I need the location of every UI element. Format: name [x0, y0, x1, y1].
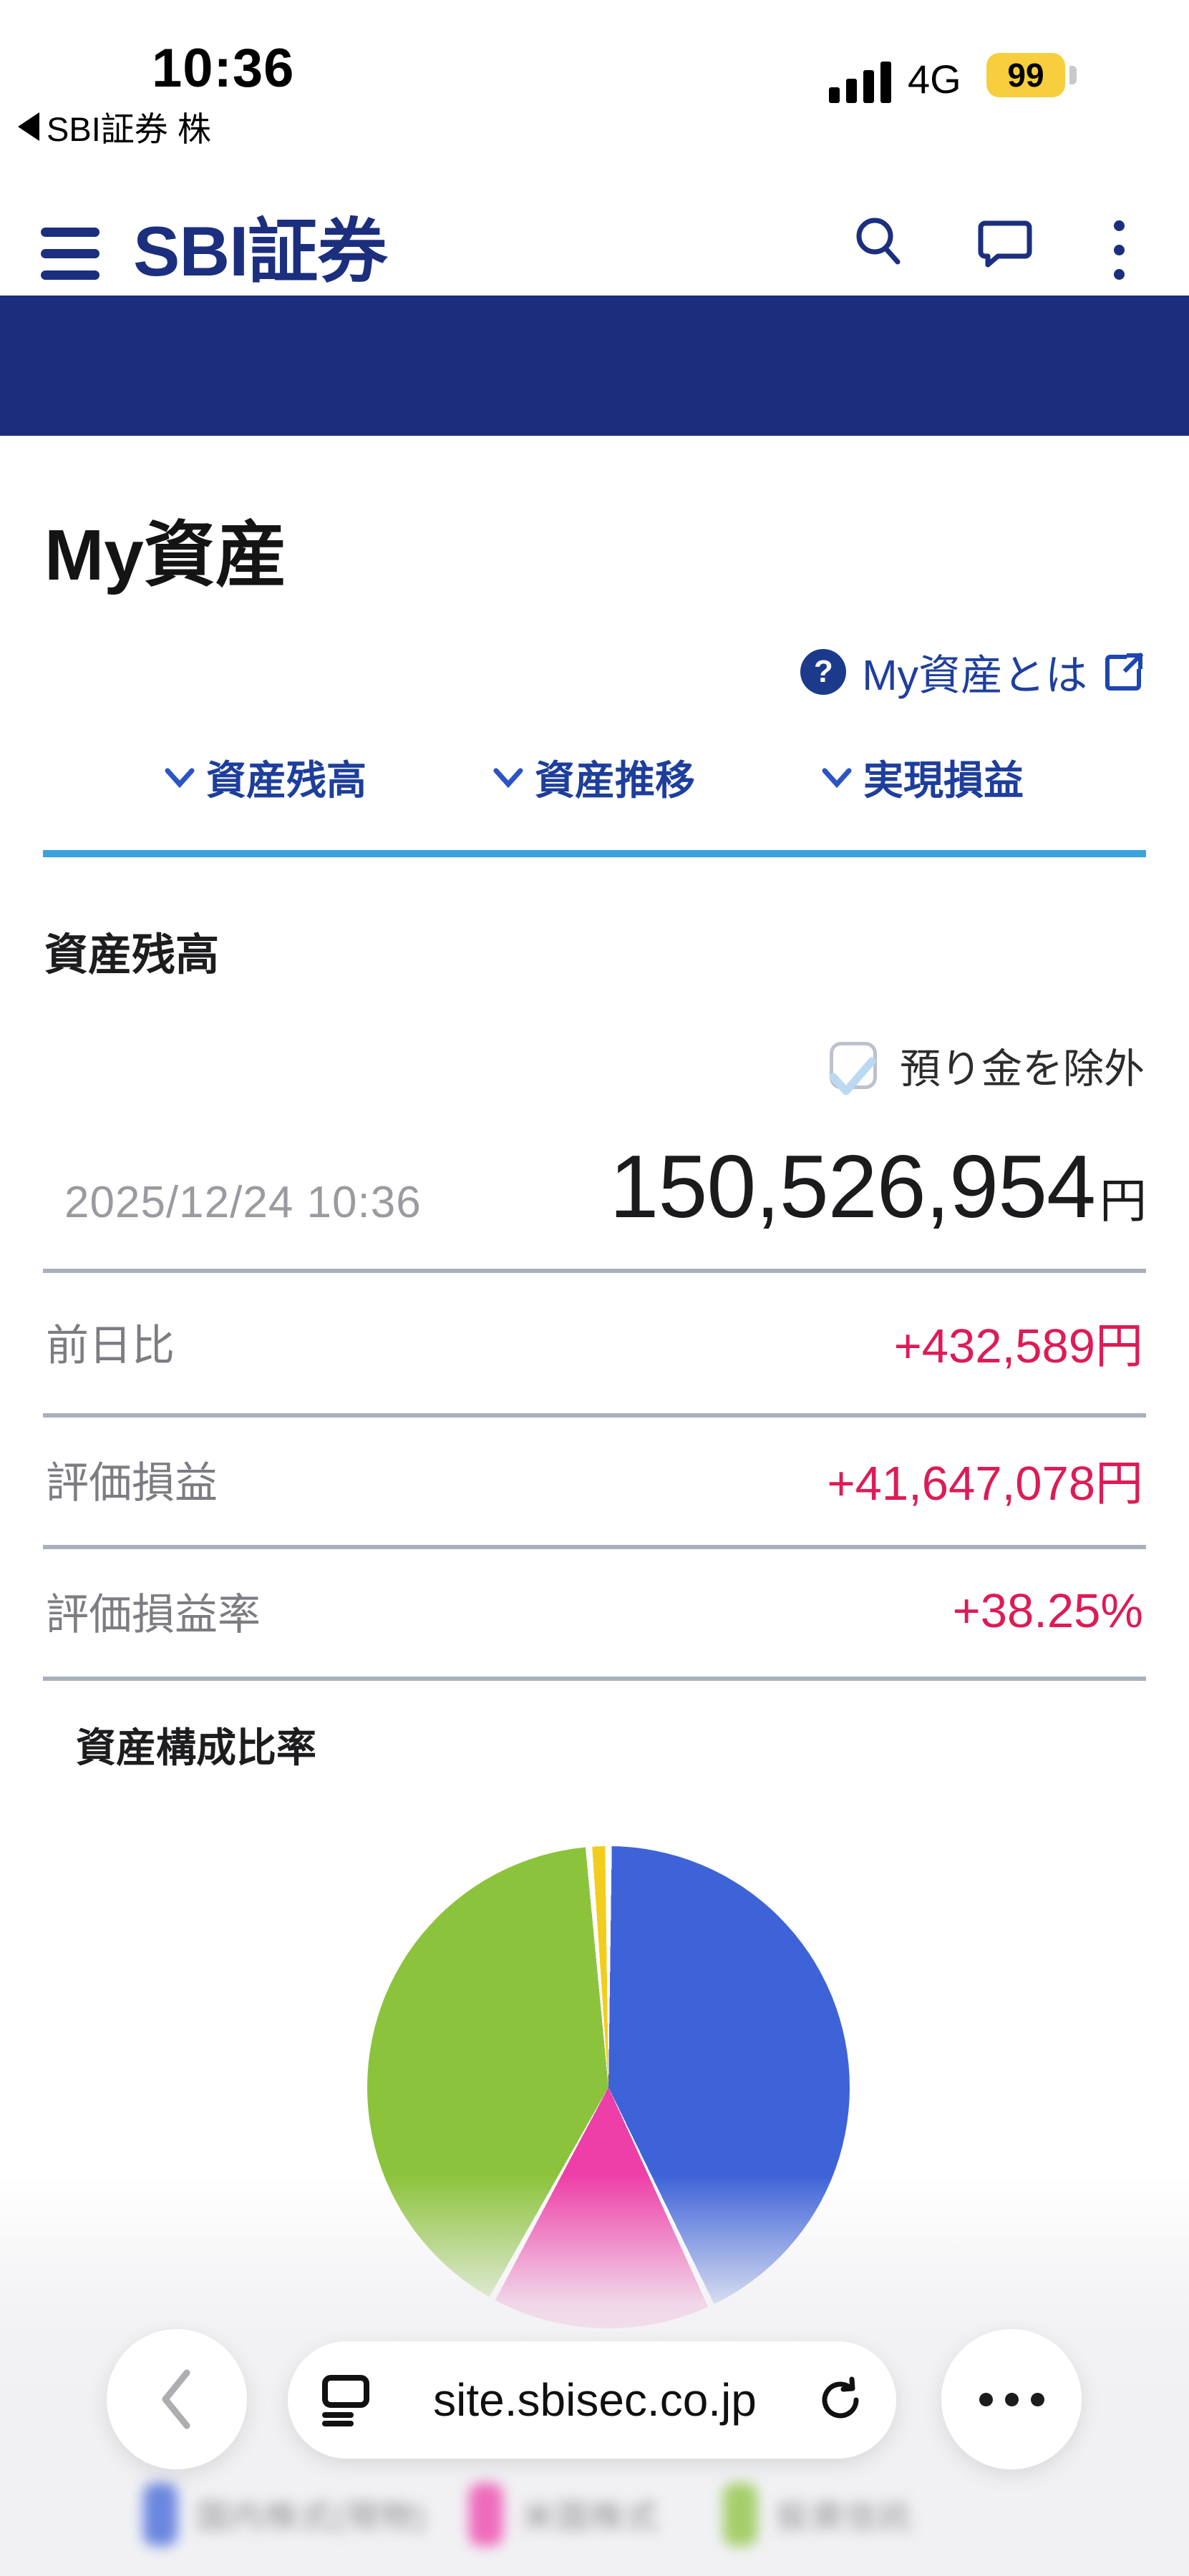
pl-row-valuation-gain: 評価損益 +41,647,078円 — [43, 1440, 1146, 1518]
legend-label: 国内株式(現物) — [196, 2498, 427, 2535]
battery-percent: 99 — [1007, 57, 1044, 94]
reload-icon[interactable] — [819, 2376, 863, 2424]
checkbox[interactable] — [829, 1042, 877, 1096]
brand-logo[interactable]: SBI証券 — [133, 212, 387, 291]
battery-cap — [1069, 66, 1077, 84]
battery-icon: 99 — [986, 53, 1065, 97]
divider — [43, 1269, 1146, 1273]
pl-row-valuation-gain-rate: 評価損益率 +38.25% — [43, 1571, 1146, 1650]
back-to-app-label: SBI証券 株 — [47, 110, 211, 148]
divider — [43, 1677, 1146, 1681]
tab-asset-trend[interactable]: 資産推移 — [493, 748, 695, 806]
row-label: 前日比 — [46, 1321, 175, 1370]
url-text: site.sbisec.co.jp — [433, 2374, 757, 2426]
back-triangle-icon — [18, 112, 39, 141]
legend-swatch — [723, 2483, 757, 2546]
chevron-down-icon — [822, 767, 852, 789]
network-type-label: 4G — [908, 57, 961, 102]
legend-item: 米国株式 — [469, 2483, 659, 2546]
row-label: 評価損益率 — [46, 1590, 261, 1639]
as-of-timestamp: 2025/12/24 10:36 — [64, 1178, 422, 1227]
pie-legend-blurred: 国内株式(現物) 米国株式 投資信託 — [0, 2483, 1189, 2576]
legend-swatch — [469, 2483, 503, 2546]
composition-heading: 資産構成比率 — [76, 1725, 316, 1770]
back-to-app-link[interactable]: SBI証券 株 — [18, 102, 211, 151]
pl-row-day-change: 前日比 +432,589円 — [43, 1302, 1146, 1381]
divider — [43, 1413, 1146, 1418]
page-title: My資産 — [44, 515, 287, 595]
legend-label: 米国株式 — [522, 2498, 659, 2535]
legend-item: 国内株式(現物) — [143, 2483, 427, 2546]
checkbox-label: 預り金を除外 — [900, 1046, 1145, 1092]
row-value: +432,589円 — [893, 1319, 1143, 1373]
kebab-menu-icon[interactable] — [1114, 220, 1125, 280]
help-link-label: My資産とは — [862, 652, 1087, 699]
tab-label: 資産残高 — [206, 758, 367, 803]
chevron-down-icon — [493, 767, 523, 789]
tab-label: 資産推移 — [535, 758, 695, 803]
legend-label: 投資信託 — [776, 2498, 913, 2535]
divider — [43, 1545, 1146, 1549]
total-amount-number: 150,526,954 — [609, 1138, 1096, 1236]
status-time: 10:36 — [152, 38, 295, 99]
back-chevron-icon — [162, 2369, 190, 2429]
main-nav: My資産トップ 実現損益詳細 配当金・分配金履歴 診断 — [0, 296, 1189, 436]
chat-bubble-icon[interactable] — [975, 212, 1035, 272]
what-is-my-assets-link[interactable]: ? My資産とは — [800, 641, 1145, 702]
tab-label: 実現損益 — [863, 758, 1024, 803]
external-link-icon — [1103, 651, 1145, 693]
search-icon[interactable] — [849, 212, 909, 272]
more-ellipsis-icon — [979, 2392, 1044, 2406]
row-label: 評価損益 — [46, 1458, 218, 1507]
tab-realized-pl[interactable]: 実現損益 — [822, 748, 1024, 806]
currency-suffix: 円 — [1100, 1174, 1147, 1227]
total-balance-amount: 150,526,954円 — [609, 1136, 1147, 1238]
legend-item: 投資信託 — [723, 2483, 913, 2546]
tab-asset-balance[interactable]: 資産残高 — [165, 748, 367, 806]
chevron-down-icon — [165, 767, 195, 789]
browser-more-button[interactable] — [941, 2329, 1082, 2469]
legend-swatch — [143, 2483, 178, 2546]
reader-icon[interactable] — [321, 2373, 371, 2426]
row-value: +38.25% — [952, 1584, 1143, 1638]
total-balance-row: 2025/12/24 10:36 150,526,954円 — [43, 1136, 1147, 1238]
tab-underline — [43, 850, 1146, 857]
question-circle-icon: ? — [800, 648, 847, 695]
exclude-deposit-checkbox-row[interactable]: 預り金を除外 — [829, 1036, 1145, 1096]
browser-back-button[interactable] — [107, 2329, 247, 2469]
balance-heading: 資産残高 — [44, 930, 220, 979]
browser-address-bar[interactable]: site.sbisec.co.jp — [288, 2341, 896, 2459]
signal-bars-icon — [829, 62, 891, 103]
hamburger-menu-icon[interactable] — [41, 228, 100, 280]
row-value: +41,647,078円 — [827, 1456, 1143, 1511]
